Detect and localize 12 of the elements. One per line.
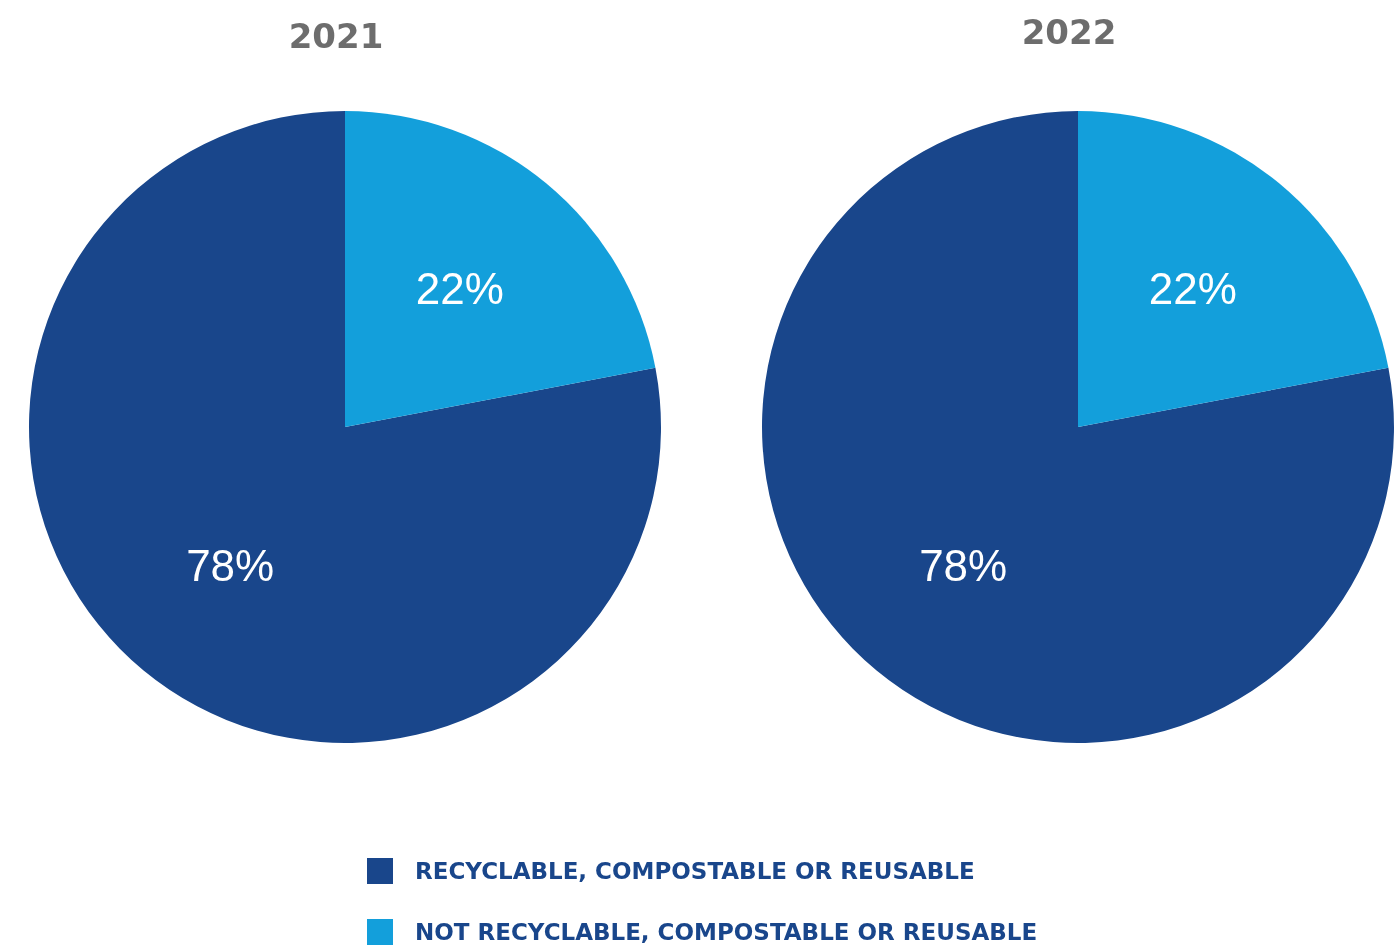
chart-title: 2022 <box>1020 12 1118 52</box>
legend-label: RECYCLABLE, COMPOSTABLE OR REUSABLE <box>415 858 975 884</box>
data-label: 22% <box>1148 263 1237 313</box>
chart-title: 2021 <box>287 16 385 56</box>
data-label: 78% <box>186 541 275 591</box>
data-label: 78% <box>919 541 1008 591</box>
pie-slice <box>762 111 1394 743</box>
data-label: 22% <box>415 263 504 313</box>
pie-slice <box>29 111 661 743</box>
legend-label: NOT RECYCLABLE, COMPOSTABLE OR REUSABLE <box>415 919 1038 945</box>
pie-slice <box>1078 111 1389 427</box>
pie-slice <box>345 111 656 427</box>
